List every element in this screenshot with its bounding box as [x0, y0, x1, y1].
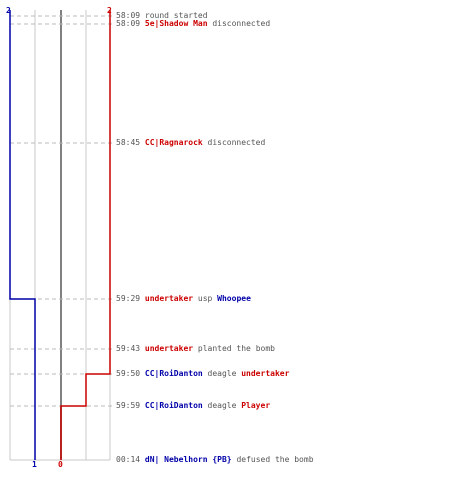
axis-bottom-blue-count: 1 — [32, 460, 37, 469]
axis-bottom-red-count: 0 — [58, 460, 63, 469]
event-row: 58:45 CC|Ragnarock disconnected — [116, 138, 265, 148]
blue-player-name: {PB} — [207, 455, 232, 464]
event-text: disconnected — [207, 19, 271, 28]
red-player-name: undertaker — [144, 344, 194, 353]
event-time: 58:45 — [116, 138, 145, 147]
event-text: deagle — [202, 401, 242, 410]
event-text: disconnected — [202, 138, 266, 147]
event-row: 59:59 CC|RoiDanton deagle Player — [116, 401, 270, 411]
axis-top-right-count: 2 — [107, 6, 112, 15]
blue-player-name: dN| Nebelhorn — [144, 455, 208, 464]
red-player-name: CC|Ragnarock — [144, 138, 203, 147]
event-row: 58:09 round started — [116, 11, 208, 21]
red-team-line — [60, 10, 111, 460]
event-row: 58:09 5e|Shadow Man disconnected — [116, 19, 270, 29]
event-row: 59:43 undertaker planted the bomb — [116, 344, 275, 354]
event-time: 59:50 — [116, 369, 145, 378]
event-row: 00:14 dN| Nebelhorn {PB} defused the bom… — [116, 455, 314, 465]
event-time: 58:09 — [116, 11, 145, 20]
red-player-name: undertaker — [144, 294, 194, 303]
event-time: 58:09 — [116, 19, 145, 28]
event-text: deagle — [202, 369, 242, 378]
event-row: 59:29 undertaker usp Whoopee — [116, 294, 251, 304]
red-player-name: 5e|Shadow Man — [144, 19, 208, 28]
event-text: usp — [193, 294, 218, 303]
blue-team-line — [9, 10, 36, 460]
event-text: planted the bomb — [193, 344, 275, 353]
event-text: defused the bomb — [231, 455, 314, 464]
red-player-name: Player — [241, 401, 271, 410]
event-time: 59:29 — [116, 294, 145, 303]
blue-player-name: CC|RoiDanton — [144, 369, 203, 378]
event-text: round started — [144, 11, 208, 20]
blue-player-name: CC|RoiDanton — [144, 401, 203, 410]
blue-player-name: Whoopee — [217, 294, 251, 303]
axis-top-left-count: 2 — [6, 6, 11, 15]
red-player-name: undertaker — [241, 369, 290, 378]
event-time: 59:43 — [116, 344, 145, 353]
event-time: 00:14 — [116, 455, 145, 464]
event-time: 59:59 — [116, 401, 145, 410]
event-row: 59:50 CC|RoiDanton deagle undertaker — [116, 369, 289, 379]
